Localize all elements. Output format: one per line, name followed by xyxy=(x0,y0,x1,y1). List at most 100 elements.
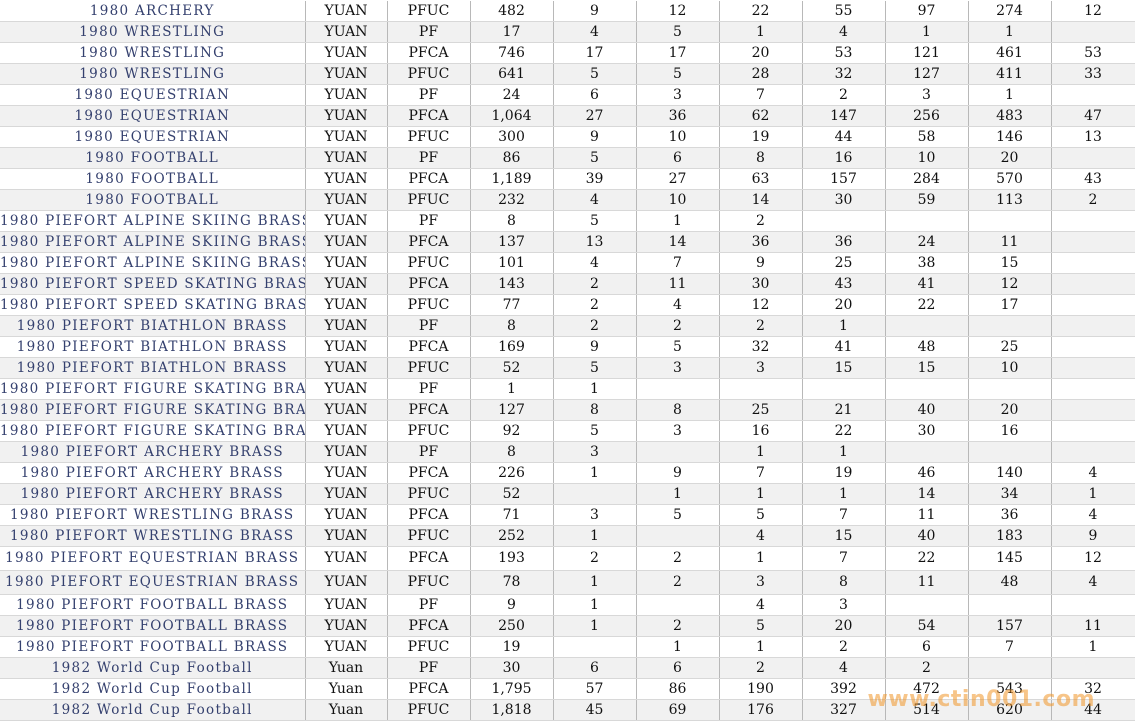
table-cell: 4 xyxy=(802,21,886,43)
table-cell: 327 xyxy=(802,699,886,721)
table-cell: YUAN xyxy=(305,21,388,43)
table-cell: 16 xyxy=(802,147,886,169)
table-row: 1980 PIEFORT BIATHLON BRASS YUAN PFCA 169 9 5… xyxy=(0,336,1135,358)
table-cell: 47 xyxy=(1051,105,1135,127)
table-cell: 28 xyxy=(719,63,803,85)
table-row: 1980 WRESTLING YUAN PFCA 746 17 17 20 53 121 461 5… xyxy=(0,42,1135,64)
table-cell: 8 xyxy=(719,147,803,169)
table-cell: 2 xyxy=(802,84,886,106)
table-cell: YUAN xyxy=(305,63,388,85)
table-row: 1980 PIEFORT WRESTLING BRASS YUAN PFCA 71 3 5… xyxy=(0,504,1135,526)
table-row: 1980 PIEFORT FIGURE SKATING BRASS YUAN PFU… xyxy=(0,420,1135,442)
table-cell: 4 xyxy=(719,525,803,547)
table-cell: 97 xyxy=(885,1,969,22)
table-cell: 32 xyxy=(1051,678,1135,700)
table-cell xyxy=(636,441,720,463)
item-name: 1980 PIEFORT ARCHERY BRASS xyxy=(0,462,306,484)
table-cell: 620 xyxy=(968,699,1052,721)
table-row: 1980 FOOTBALL YUAN PFUC 232 4 10 14 30 59 113 2 xyxy=(0,189,1135,211)
table-cell: 472 xyxy=(885,678,969,700)
table-cell: 22 xyxy=(719,1,803,22)
table-cell: 1 xyxy=(636,483,720,505)
table-cell: 30 xyxy=(470,657,554,679)
table-cell: 8 xyxy=(553,399,637,421)
table-cell: 20 xyxy=(802,294,886,316)
table-row: 1980 EQUESTRIAN YUAN PFUC 300 9 10 19 44 58 146 13 xyxy=(0,126,1135,148)
table-cell: 483 xyxy=(968,105,1052,127)
table-cell: 1 xyxy=(1051,636,1135,658)
table-cell: 140 xyxy=(968,462,1052,484)
table-cell xyxy=(1051,399,1135,421)
table-cell: 17 xyxy=(968,294,1052,316)
table-cell: PFUC xyxy=(387,420,471,442)
table-cell: 1 xyxy=(885,21,969,43)
table-cell: PFCA xyxy=(387,105,471,127)
table-cell: 1 xyxy=(553,378,637,400)
table-row: 1980 WRESTLING YUAN PFUC 641 5 5 28 32 127 411 33 xyxy=(0,63,1135,85)
table-cell: 54 xyxy=(885,615,969,637)
table-cell: 250 xyxy=(470,615,554,637)
table-row: 1980 PIEFORT WRESTLING BRASS YUAN PFUC 252 1… xyxy=(0,525,1135,547)
table-cell: 9 xyxy=(553,1,637,22)
table-cell xyxy=(968,594,1052,616)
table-cell: PFCA xyxy=(387,615,471,637)
table-cell: 41 xyxy=(885,273,969,295)
table-cell: 22 xyxy=(802,420,886,442)
table-row: 1982 World Cup Football Yuan PFUC 1,818 45 69… xyxy=(0,699,1135,721)
table-cell: YUAN xyxy=(305,462,388,484)
table-cell: 6 xyxy=(553,657,637,679)
table-cell: 30 xyxy=(719,273,803,295)
table-cell: 38 xyxy=(885,252,969,274)
item-name: 1980 PIEFORT ALPINE SKIING BRASS xyxy=(0,252,306,274)
item-name: 1980 PIEFORT WRESTLING BRASS xyxy=(0,525,306,547)
item-name: 1980 EQUESTRIAN xyxy=(0,126,306,148)
table-row: 1980 PIEFORT ALPINE SKIING BRASS YUAN PFUC… xyxy=(0,252,1135,274)
table-cell: 92 xyxy=(470,420,554,442)
table-cell: PFCA xyxy=(387,462,471,484)
item-name: 1980 PIEFORT ARCHERY BRASS xyxy=(0,441,306,463)
table-cell: 127 xyxy=(885,63,969,85)
table-cell: 36 xyxy=(636,105,720,127)
table-cell: 24 xyxy=(470,84,554,106)
table-cell: 146 xyxy=(968,126,1052,148)
table-cell: 19 xyxy=(719,126,803,148)
table-cell: 10 xyxy=(968,357,1052,379)
table-cell xyxy=(1051,231,1135,253)
item-name: 1980 PIEFORT BIATHLON BRASS xyxy=(0,315,306,337)
table-cell: 5 xyxy=(553,210,637,232)
table-cell: 55 xyxy=(802,1,886,22)
table-cell: YUAN xyxy=(305,357,388,379)
table-cell: 1 xyxy=(1051,483,1135,505)
table-cell: 20 xyxy=(968,399,1052,421)
table-cell: 12 xyxy=(1051,546,1135,571)
table-cell: PFCA xyxy=(387,231,471,253)
item-name: 1980 PIEFORT FOOTBALL BRASS xyxy=(0,615,306,637)
table-cell: 514 xyxy=(885,699,969,721)
table-cell: 3 xyxy=(553,441,637,463)
table-cell: 1 xyxy=(802,441,886,463)
table-cell xyxy=(968,657,1052,679)
item-name: 1980 EQUESTRIAN xyxy=(0,84,306,106)
item-name: 1980 PIEFORT ARCHERY BRASS xyxy=(0,483,306,505)
item-name: 1980 PIEFORT EQUESTRIAN BRASS xyxy=(0,546,306,571)
table-cell: 482 xyxy=(470,1,554,22)
table-cell: PF xyxy=(387,378,471,400)
table-row: 1980 PIEFORT EQUESTRIAN BRASS YUAN PFUC 78 1… xyxy=(0,570,1135,595)
table-cell: 6 xyxy=(885,636,969,658)
table-cell: PFUC xyxy=(387,699,471,721)
table-cell: YUAN xyxy=(305,336,388,358)
table-cell: 5 xyxy=(636,63,720,85)
table-cell: 274 xyxy=(968,1,1052,22)
item-name: 1980 WRESTLING xyxy=(0,21,306,43)
table-cell: 1 xyxy=(636,636,720,658)
table-row: 1980 PIEFORT ALPINE SKIING BRASS YUAN PFCA… xyxy=(0,231,1135,253)
table-cell: Yuan xyxy=(305,678,388,700)
table-cell: 40 xyxy=(885,399,969,421)
table-cell: 17 xyxy=(636,42,720,64)
item-name: 1980 PIEFORT FIGURE SKATING BRASS xyxy=(0,399,306,421)
table-cell: YUAN xyxy=(305,570,388,595)
table-cell: 8 xyxy=(470,315,554,337)
table-cell: 2 xyxy=(719,657,803,679)
table-cell: 1 xyxy=(553,615,637,637)
table-cell: 145 xyxy=(968,546,1052,571)
